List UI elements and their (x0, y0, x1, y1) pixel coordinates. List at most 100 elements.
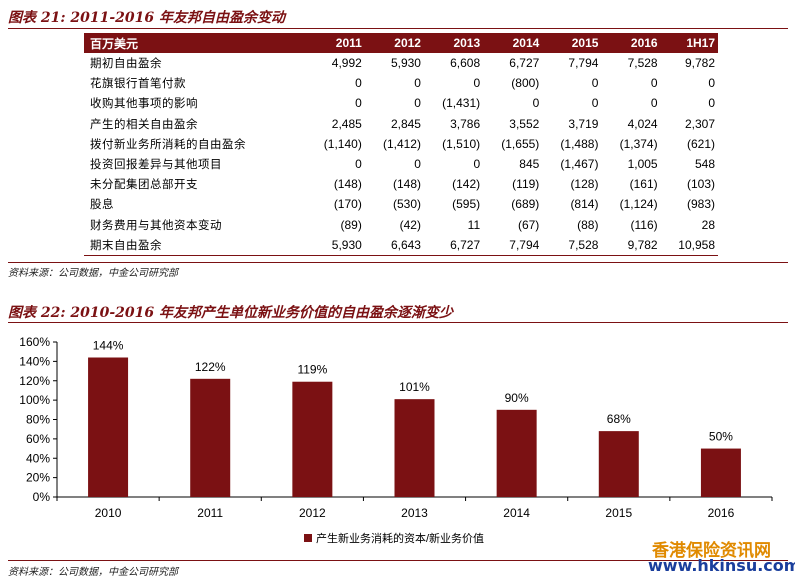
table-row: 收购其他事项的影响 0 0 (1,431) 0 0 0 0 (84, 93, 718, 113)
bar-2015 (598, 431, 639, 497)
row-label: 财务费用与其他资本变动 (90, 217, 222, 232)
y-tick-label: 60% (26, 432, 50, 446)
table-cell: (170) (333, 197, 362, 212)
row-label: 拨付新业务所消耗的自由盈余 (90, 136, 246, 151)
table-cell: 2,485 (331, 116, 362, 131)
table-cell: 0 (414, 157, 421, 172)
data-label-2013: 101% (399, 380, 430, 394)
bar-2016 (700, 448, 741, 497)
row-label: 股息 (90, 197, 114, 212)
y-tick-label: 120% (19, 374, 50, 388)
table-cell: 9,782 (684, 56, 715, 71)
watermark-line-2: www.hkinsu.com (648, 556, 795, 575)
table-row: 拨付新业务所消耗的自由盈余 (1,140) (1,412) (1,510) (1,655… (84, 134, 718, 154)
table-row: 股息 (170) (530) (595) (689) (814) (1,124) (983) (84, 194, 718, 214)
table-cell: 0 (591, 96, 599, 111)
table-cell: (1,488) (560, 136, 599, 151)
chart-title: 图表 22: 2010-2016 年友邦产生单位新业务价值的自由盈余逐渐变少 (8, 305, 454, 321)
table-cell: (530) (392, 197, 421, 212)
table-row: 花旗银行首笔付款 0 0 0 (800) 0 0 0 (84, 73, 718, 93)
table-cell: (1,510) (442, 136, 481, 151)
chart-title-rule (8, 322, 788, 323)
table-cell: 0 (650, 76, 658, 91)
table-cell: 0 (708, 76, 715, 91)
table-cell: (128) (570, 177, 599, 192)
chart-bottom-rule (8, 560, 788, 561)
table-row: 未分配集团总部开支 (148) (148) (142) (119) (128) (161) (… (84, 174, 718, 194)
table-cell: 6,608 (450, 56, 481, 71)
table-cell: 3,552 (509, 116, 540, 131)
legend-label: 产生新业务消耗的资本/新业务价值 (316, 531, 484, 545)
table-cell: 4,024 (627, 116, 658, 131)
table-cell: (161) (629, 177, 658, 192)
table-cell: 0 (473, 157, 481, 172)
table-row: 产生的相关自由盈余 2,485 2,845 3,786 3,552 3,719 4,024 2… (84, 114, 718, 134)
row-label: 花旗银行首笔付款 (90, 76, 186, 91)
table-cell: 28 (701, 217, 715, 232)
table-row: 期初自由盈余 4,992 5,930 6,608 6,727 7,794 7,528 9,78… (84, 53, 718, 73)
column-header-2015: 2015 (542, 33, 602, 53)
bar-2010 (88, 357, 129, 497)
table-cell: 7,794 (568, 56, 599, 71)
row-label: 期末自由盈余 (84, 234, 306, 256)
row-label: 期初自由盈余 (90, 56, 162, 71)
table-cell: (67) (517, 217, 540, 232)
watermark-line-1: 香港保险资讯网 (652, 541, 771, 561)
table-cell: (1,412) (382, 136, 421, 151)
table-cell: (689) (511, 197, 540, 212)
table-cell: (116) (630, 217, 658, 232)
bar-2011 (190, 378, 231, 497)
legend-swatch (304, 534, 312, 542)
table-row: 投资回报差异与其他项目 0 0 0 845 (1,467) 1,005 548 (84, 154, 718, 174)
table-cell: 9,782 (601, 234, 661, 256)
x-tick-label-2013: 2013 (401, 506, 428, 520)
data-label-2010: 144% (93, 339, 124, 353)
table-body: 期初自由盈余 4,992 5,930 6,608 6,727 7,794 7,528 9,78… (84, 53, 718, 256)
x-tick-label-2016: 2016 (708, 506, 735, 520)
row-label: 收购其他事项的影响 (90, 96, 198, 111)
y-tick-label: 40% (26, 451, 50, 465)
table-cell: (148) (392, 177, 421, 192)
y-tick-label: 0% (33, 490, 51, 504)
bar-chart: 0% 20% 40% 60% 80% 100% 120% 140% 160% 144% 2010 12… (19, 335, 773, 545)
data-label-2014: 90% (505, 391, 529, 405)
table-cell: 0 (708, 96, 715, 111)
table-cell: 6,727 (509, 56, 540, 71)
table-cell: 0 (414, 76, 421, 91)
table-bottom-rule (8, 262, 788, 263)
data-label-2012: 119% (297, 363, 327, 377)
column-header-unit: 百万美元 (84, 33, 306, 53)
y-tick-label: 100% (19, 393, 50, 407)
y-tick-label: 160% (19, 335, 50, 349)
y-tick-label: 140% (19, 354, 50, 368)
x-tick-label-2014: 2014 (503, 506, 530, 520)
x-tick-label-2012: 2012 (299, 506, 326, 520)
row-label: 未分配集团总部开支 (90, 177, 198, 192)
table-cell: 0 (355, 76, 362, 91)
table-cell: 1,005 (627, 157, 658, 172)
table-cell: 7,794 (483, 234, 543, 256)
x-tick-label-2011: 2011 (197, 506, 223, 520)
bar-2014 (496, 409, 537, 497)
column-header-2011: 2011 (305, 33, 365, 53)
table-cell: 0 (355, 96, 362, 111)
bar-2013 (394, 399, 435, 497)
table-cell: 0 (532, 96, 540, 111)
column-header-2012: 2012 (364, 33, 424, 53)
table-cell: 6,727 (423, 234, 484, 256)
table-title: 图表 21: 2011-2016 年友邦自由盈余变动 (8, 10, 286, 26)
row-label: 产生的相关自由盈余 (90, 116, 198, 131)
table-cell: (1,140) (323, 136, 362, 151)
table-cell: 548 (694, 157, 715, 172)
table-cell: 0 (591, 76, 599, 91)
data-label-2015: 68% (607, 412, 631, 426)
table-cell: 3,719 (568, 116, 599, 131)
table-cell: 10,958 (660, 234, 718, 256)
table-cell: (1,374) (619, 136, 658, 151)
table-cell: 845 (519, 157, 540, 172)
column-header-2014: 2014 (483, 33, 543, 53)
table-cell: (88) (577, 217, 599, 232)
table-cell: (595) (452, 197, 481, 212)
x-tick-label-2010: 2010 (95, 506, 122, 520)
table-cell: 0 (473, 76, 481, 91)
